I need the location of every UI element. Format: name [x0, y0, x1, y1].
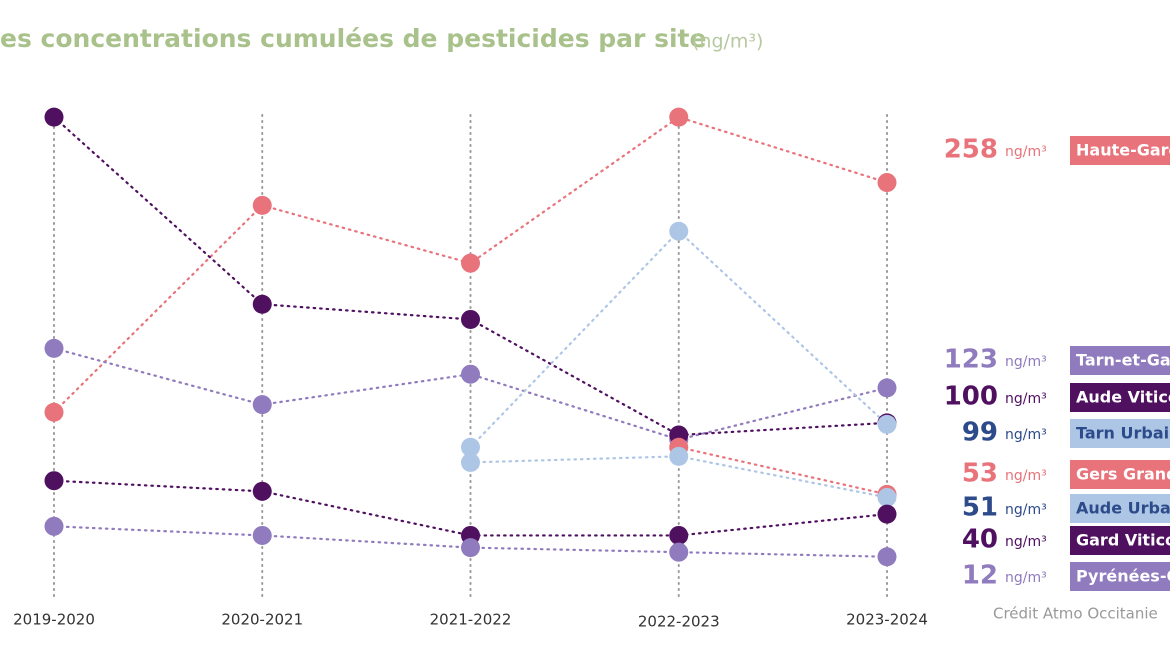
x-tick-label: 2020-2021 — [221, 611, 303, 629]
series-line — [52, 479, 889, 537]
unit-label: ng/m³ — [1005, 144, 1047, 160]
legend-label: Gers Grandes cultures — [1076, 465, 1170, 484]
credit: Crédit Atmo Occitanie — [993, 605, 1158, 623]
x-tick-label: 2021-2022 — [430, 611, 512, 629]
data-point — [44, 402, 64, 422]
data-point — [252, 525, 272, 545]
data-point — [44, 338, 64, 358]
unit-label: ng/m³ — [1005, 427, 1047, 443]
data-point — [461, 253, 480, 273]
data-point — [877, 504, 897, 524]
legend-label: Gard Viticole — [1076, 531, 1170, 550]
legend-label: Pyrénées-Orientales — [1076, 567, 1170, 586]
legend-box — [1070, 383, 1170, 412]
legend-box — [1070, 494, 1170, 523]
value-label: 40 — [962, 525, 998, 555]
data-point — [252, 481, 272, 501]
unit-label: ng/m³ — [1005, 570, 1047, 586]
data-point — [461, 452, 480, 472]
value-label: 99 — [962, 418, 998, 448]
legend-label: Haute-Garonne — [1076, 141, 1170, 160]
legend-box — [1070, 526, 1170, 555]
data-point — [44, 471, 64, 491]
data-point — [877, 378, 897, 398]
data-point — [461, 309, 480, 329]
data-point — [252, 195, 272, 215]
value-label: 100 — [944, 382, 998, 412]
data-point — [44, 516, 64, 536]
x-tick-label: 2022-2023 — [638, 613, 720, 631]
data-point — [252, 395, 272, 415]
series-line — [52, 347, 889, 441]
data-point — [461, 364, 480, 384]
value-label: 12 — [962, 561, 998, 591]
data-point — [877, 414, 897, 434]
legend-box — [1070, 346, 1170, 375]
unit-label: ng/m³ — [1005, 502, 1047, 518]
data-point — [669, 525, 689, 545]
x-tick-label: 2023-2024 — [846, 611, 928, 629]
legend-label: Tarn Urbain — [1076, 424, 1170, 443]
value-label: 258 — [944, 135, 998, 165]
data-point — [669, 446, 689, 466]
chart-unit: (ng/m³) — [692, 31, 763, 53]
data-point — [877, 173, 897, 193]
data-point — [461, 538, 480, 558]
value-label: 123 — [944, 345, 998, 375]
chart-title: es concentrations cumulées de pesticides… — [0, 24, 706, 53]
legend-box — [1070, 460, 1170, 489]
unit-label: ng/m³ — [1005, 534, 1047, 550]
data-point — [669, 107, 689, 127]
unit-label: ng/m³ — [1005, 354, 1047, 370]
data-point — [877, 547, 897, 567]
x-tick-label: 2019-2020 — [13, 611, 95, 629]
data-point — [669, 542, 689, 562]
data-point — [877, 487, 897, 507]
legend-box — [1070, 562, 1170, 591]
value-label: 51 — [962, 493, 998, 523]
data-point — [44, 107, 64, 127]
data-point — [461, 437, 480, 457]
legend-label: Aude Viticole — [1076, 388, 1170, 407]
data-point — [252, 294, 272, 314]
unit-label: ng/m³ — [1005, 391, 1047, 407]
series-line — [52, 115, 889, 414]
value-label: 53 — [962, 459, 998, 489]
legend-label: Tarn-et-Garonne — [1076, 351, 1170, 370]
data-point — [669, 221, 689, 241]
legend-box — [1070, 136, 1170, 165]
legend-box — [1070, 419, 1170, 448]
legend-label: Aude Urbain — [1076, 499, 1170, 518]
unit-label: ng/m³ — [1005, 468, 1047, 484]
series-line — [677, 446, 889, 496]
